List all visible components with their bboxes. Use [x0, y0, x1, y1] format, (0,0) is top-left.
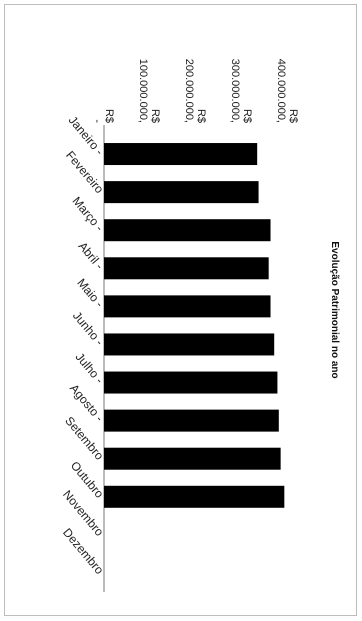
category-label: Maio - — [74, 276, 106, 311]
category-label: Abril - — [76, 239, 107, 272]
category-label: Março - — [70, 194, 107, 234]
bar-julho — [104, 371, 278, 394]
value-tick-label: R$400.000.000, — [275, 59, 299, 123]
bar-abril — [104, 257, 269, 280]
bar-setembro — [104, 447, 281, 470]
bar-junho — [104, 333, 275, 356]
bar-outubro — [103, 485, 285, 508]
value-tick-label: R$100.000.000, — [137, 59, 161, 123]
bar-janeiro — [104, 143, 258, 166]
category-label: Junho - — [70, 309, 106, 349]
bar-agosto — [104, 409, 279, 432]
category-label: Fevereiro — [63, 148, 107, 196]
value-tick-label: R$300.000.000, — [229, 59, 253, 123]
bar-maio — [103, 295, 271, 318]
value-tick-label: R$200.000.000, — [183, 59, 207, 123]
bar-março — [103, 219, 271, 242]
value-tick-label: R$- — [91, 109, 115, 123]
bar-fevereiro — [104, 181, 259, 204]
chart-title: Evolução Patrimonial no ano — [329, 241, 340, 378]
category-label: Setembro — [62, 414, 106, 463]
